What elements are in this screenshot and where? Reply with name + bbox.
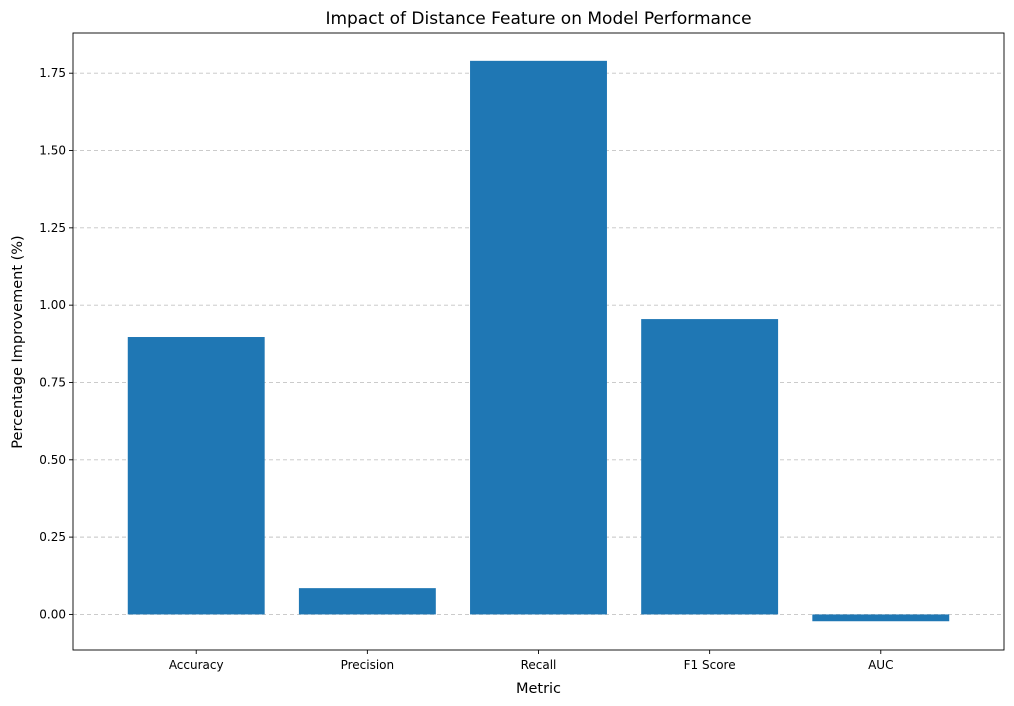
y-tick-label: 0.00 [39,607,66,621]
x-tick-label: F1 Score [684,658,736,672]
y-tick-label: 1.75 [39,66,66,80]
y-tick-label: 0.25 [39,530,66,544]
x-axis-label: Metric [516,681,561,697]
bar-recall [470,60,607,615]
chart-title: Impact of Distance Feature on Model Perf… [325,9,751,29]
y-axis-label: Percentage Improvement (%) [10,235,26,448]
y-tick-label: 0.50 [39,453,66,467]
y-axis-ticks: 0.00 0.25 0.50 0.75 1.00 1.25 1.50 1.75 [39,66,73,621]
x-tick-label: AUC [868,658,893,672]
x-axis-ticks: Accuracy Precision Recall F1 Score AUC [169,650,893,672]
x-tick-label: Accuracy [169,658,224,672]
bar-accuracy [127,337,265,615]
x-tick-label: Precision [341,658,395,672]
x-tick-label: Recall [521,658,557,672]
bar-precision [298,588,436,615]
y-tick-label: 1.00 [39,298,66,312]
bar-auc [812,614,950,622]
bar-f1-score [641,319,779,615]
bars-layer [127,60,950,622]
y-tick-label: 1.25 [39,221,66,235]
y-tick-label: 1.50 [39,144,66,158]
y-tick-label: 0.75 [39,375,66,389]
